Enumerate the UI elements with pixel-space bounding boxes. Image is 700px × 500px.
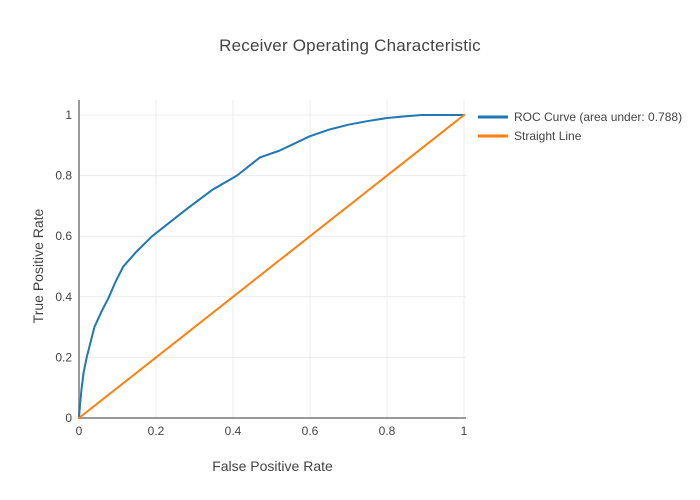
legend-line-swatch-straight-line bbox=[478, 134, 508, 137]
y-tick-label: 1 bbox=[65, 108, 72, 122]
x-tick-label: 0 bbox=[76, 424, 83, 438]
chart-title: Receiver Operating Characteristic bbox=[219, 36, 481, 55]
x-tick-label: 0.4 bbox=[225, 424, 242, 438]
y-axis-title: True Positive Rate bbox=[30, 208, 46, 324]
y-tick-label: 0 bbox=[65, 411, 72, 425]
legend: ROC Curve (area under: 0.788) Straight Li… bbox=[478, 107, 682, 145]
x-tick-label: 1 bbox=[461, 424, 468, 438]
y-tick-label: 0.8 bbox=[55, 169, 72, 183]
y-tick-label: 0.6 bbox=[55, 229, 72, 243]
x-axis-title: False Positive Rate bbox=[212, 458, 333, 474]
x-tick-label: 0.6 bbox=[302, 424, 319, 438]
y-tick-label: 0.4 bbox=[55, 290, 72, 304]
legend-line-swatch-roc-curve bbox=[478, 115, 508, 118]
legend-item-roc-curve[interactable]: ROC Curve (area under: 0.788) bbox=[478, 107, 682, 126]
plot-area[interactable] bbox=[79, 100, 466, 418]
legend-label-roc-curve: ROC Curve (area under: 0.788) bbox=[514, 109, 683, 124]
y-tick-label: 0.2 bbox=[55, 350, 72, 364]
straight-line-line bbox=[78, 114, 465, 419]
roc-curve-line bbox=[78, 114, 465, 419]
legend-item-straight-line[interactable]: Straight Line bbox=[478, 126, 682, 145]
legend-label-straight-line: Straight Line bbox=[514, 128, 582, 143]
x-tick-label: 0.2 bbox=[148, 424, 165, 438]
x-tick-label: 0.8 bbox=[379, 424, 396, 438]
